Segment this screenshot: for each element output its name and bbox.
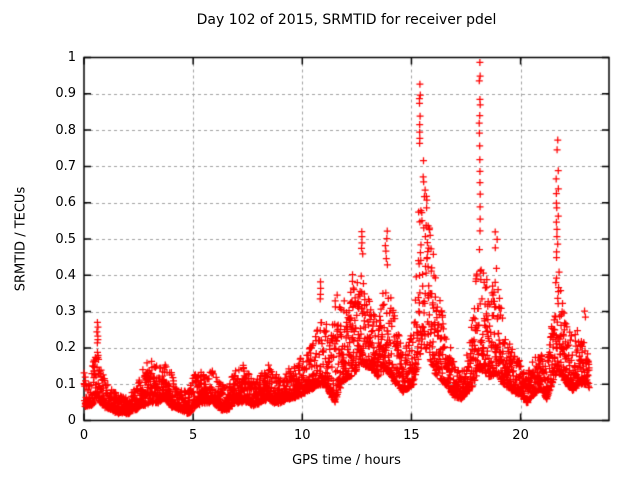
y-tick-label-0.1: 0.1 xyxy=(55,376,76,392)
x-axis-label: GPS time / hours xyxy=(292,453,401,468)
chart-title: Day 102 of 2015, SRMTID for receiver pde… xyxy=(196,12,497,28)
y-tick-label-0.2: 0.2 xyxy=(55,340,76,356)
y-tick-label-0.4: 0.4 xyxy=(55,267,76,283)
x-tick-label-15: 15 xyxy=(403,428,420,443)
x-tick-label-5: 5 xyxy=(189,428,198,443)
y-tick-label-0.9: 0.9 xyxy=(55,86,76,102)
y-tick-label-0.3: 0.3 xyxy=(55,304,76,320)
x-tick-label-20: 20 xyxy=(512,428,529,443)
x-tick-label-10: 10 xyxy=(294,428,311,443)
x-tick-label-0: 0 xyxy=(79,428,89,443)
y-tick-label-0: 0 xyxy=(67,413,76,428)
y-tick-label-0.7: 0.7 xyxy=(55,158,76,174)
y-tick-label-0.5: 0.5 xyxy=(55,231,76,247)
y-tick-label-0.8: 0.8 xyxy=(55,122,76,138)
y-tick-label-0.6: 0.6 xyxy=(55,195,76,211)
y-tick-label-1: 1 xyxy=(67,50,76,65)
